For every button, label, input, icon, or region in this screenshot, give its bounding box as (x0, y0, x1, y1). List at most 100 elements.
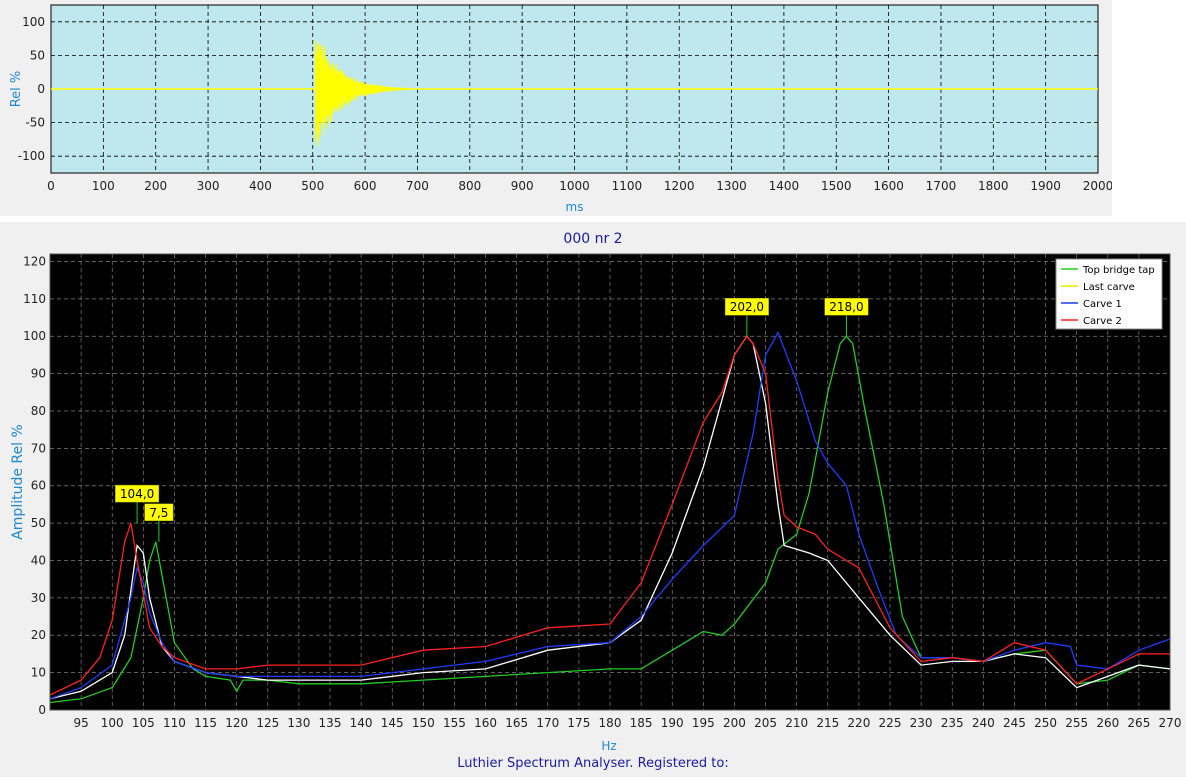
peak-label: 202,0 (730, 300, 764, 314)
waveform-x-tick-label: 1000 (559, 179, 590, 193)
spectrum-x-tick-label: 265 (1127, 716, 1150, 730)
spectrum-y-tick-label: 60 (31, 479, 46, 493)
spectrum-x-tick-label: 165 (505, 716, 528, 730)
spectrum-y-tick-label: 20 (31, 628, 46, 642)
spectrum-x-tick-label: 240 (972, 716, 995, 730)
spectrum-x-tick-label: 185 (630, 716, 653, 730)
peak-label-box (824, 297, 869, 316)
spectrum-x-tick-label: 200 (723, 716, 746, 730)
spectrum-x-tick-label: 190 (661, 716, 684, 730)
waveform-x-tick-label: 100 (92, 179, 115, 193)
waveform-x-tick-label: 400 (249, 179, 272, 193)
waveform-x-tick-label: 700 (406, 179, 429, 193)
waveform-y-tick-label: 50 (30, 48, 45, 62)
waveform-y-tick-label: 100 (22, 15, 45, 29)
peak-label-box (724, 297, 769, 316)
spectrum-x-tick-label: 130 (287, 716, 310, 730)
spectrum-y-tick-label: 80 (31, 404, 46, 418)
waveform-x-tick-label: 1600 (873, 179, 904, 193)
waveform-x-tick-label: 1200 (664, 179, 695, 193)
spectrum-x-tick-label: 115 (194, 716, 217, 730)
waveform-x-tick-label: 1100 (612, 179, 643, 193)
spectrum-x-tick-label: 170 (536, 716, 559, 730)
peak-label: 218,0 (829, 300, 863, 314)
spectrum-x-tick-label: 105 (132, 716, 155, 730)
spectrum-panel: 000 nr 2 95 100 105 110 115 120 125 130 135 140 145… (0, 222, 1186, 777)
waveform-x-tick-label: 1900 (1030, 179, 1061, 193)
spectrum-y-tick-label: 100 (23, 329, 46, 343)
spectrum-x-tick-label: 95 (73, 716, 88, 730)
waveform-y-tick-label: -100 (18, 149, 45, 163)
legend-label-1: Top bridge tap (1082, 265, 1155, 276)
spectrum-y-tick-label: 120 (23, 254, 46, 268)
waveform-x-tick-label: 1500 (821, 179, 852, 193)
spectrum-x-tick-label: 210 (785, 716, 808, 730)
waveform-x-tick-label: 0 (47, 179, 55, 193)
waveform-x-tick-label: 300 (197, 179, 220, 193)
footer-text: Luthier Spectrum Analyser. Registered to… (457, 756, 729, 771)
spectrum-x-tick-label: 145 (381, 716, 404, 730)
spectrum-chart: 000 nr 295 100 105 110 115 120 125 130 135 140 145… (10, 231, 1182, 753)
spectrum-x-tick-label: 235 (941, 716, 964, 730)
waveform-y-tick-label: -50 (25, 116, 45, 130)
legend-box (1055, 258, 1163, 330)
spectrum-y-tick-label: 90 (31, 367, 46, 381)
spectrum-x-tick-label: 250 (1034, 716, 1057, 730)
spectrum-series-line-4 (49, 335, 1170, 696)
spectrum-x-tick-label: 205 (754, 716, 777, 730)
waveform-x-tick-label: 200 (144, 179, 167, 193)
spectrum-x-tick-label: 150 (412, 716, 435, 730)
peak-label-box (115, 484, 160, 503)
spectrum-series-line-3 (49, 330, 1171, 700)
waveform-x-tick-label: 1300 (716, 179, 747, 193)
spectrum-x-tick-label: 255 (1065, 716, 1088, 730)
spectrum-x-tick-label: 155 (443, 716, 466, 730)
spectrum-y-tick-label: 110 (23, 292, 46, 306)
spectrum-y-tick-label: 70 (31, 441, 46, 455)
spectrum-x-tick-label: 125 (256, 716, 279, 730)
waveform-x-axis-label: ms (566, 200, 584, 214)
spectrum-x-tick-label: 100 (101, 716, 124, 730)
waveform-x-tick-label: 1800 (978, 179, 1009, 193)
footer-status: Luthier Spectrum Analyser. Registered to… (0, 756, 1186, 771)
spectrum-y-tick-label: 30 (31, 591, 46, 605)
spectrum-x-tick-label: 230 (910, 716, 933, 730)
spectrum-y-tick-label: 0 (38, 703, 46, 717)
spectrum-x-tick-label: 120 (225, 716, 248, 730)
peak-label-box (144, 503, 174, 522)
peak-label: 7,5 (149, 506, 168, 520)
waveform-x-tick-label: 2000 (1083, 179, 1112, 193)
waveform-x-tick-label: 900 (511, 179, 534, 193)
spectrum-x-tick-label: 140 (350, 716, 373, 730)
spectrum-x-tick-label: 180 (599, 716, 622, 730)
spectrum-x-tick-label: 220 (847, 716, 870, 730)
spectrum-y-tick-label: 50 (31, 516, 46, 530)
legend-label-3: Carve 1 (1083, 299, 1122, 310)
spectrum-x-tick-label: 175 (567, 716, 590, 730)
spectrum-x-tick-label: 225 (879, 716, 902, 730)
waveform-chart: 0 100 200 300 400 500 600 700 800 900 1000 1100 1200… (9, 4, 1113, 214)
spectrum-y-tick-label: 10 (31, 666, 46, 680)
spectrum-y-axis-label: Amplitude Rel % (10, 424, 26, 540)
legend-label-4: Carve 2 (1083, 316, 1122, 327)
spectrum-x-axis-label: Hz (601, 739, 616, 753)
waveform-x-tick-label: 800 (458, 179, 481, 193)
waveform-panel: 0 100 200 300 400 500 600 700 800 900 1000 1100 1200… (0, 0, 1113, 216)
spectrum-y-tick-label: 40 (31, 553, 46, 567)
spectrum-title: 000 nr 2 (563, 231, 622, 247)
spectrum-x-tick-label: 270 (1159, 716, 1182, 730)
waveform-x-tick-label: 1400 (769, 179, 800, 193)
peak-label: 104,0 (120, 487, 154, 501)
waveform-x-tick-label: 500 (301, 179, 324, 193)
spectrum-x-tick-label: 245 (1003, 716, 1026, 730)
spectrum-x-tick-label: 260 (1096, 716, 1119, 730)
waveform-signal (314, 39, 408, 147)
waveform-x-tick-label: 1700 (926, 179, 957, 193)
spectrum-x-tick-label: 160 (474, 716, 497, 730)
spectrum-x-tick-label: 195 (692, 716, 715, 730)
waveform-y-axis-label: Rel % (9, 71, 24, 108)
spectrum-x-tick-label: 135 (319, 716, 342, 730)
spectrum-x-tick-label: 215 (816, 716, 839, 730)
waveform-x-tick-label: 600 (354, 179, 377, 193)
waveform-y-tick-label: 0 (37, 82, 45, 96)
